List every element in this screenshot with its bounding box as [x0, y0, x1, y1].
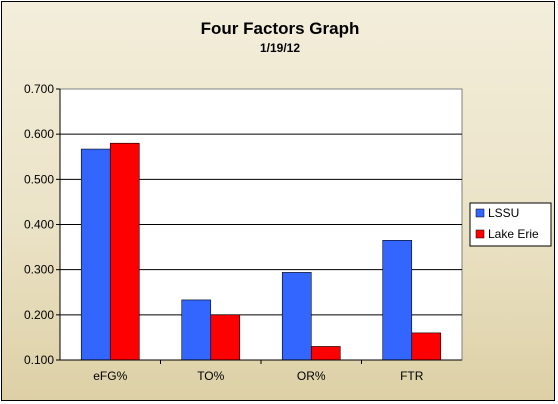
y-tick-label: 0.500	[24, 172, 54, 186]
legend-swatch-lssu	[475, 208, 485, 218]
bar-lake-erie-or	[310, 346, 341, 361]
y-tick-label: 0.700	[24, 82, 54, 96]
x-tick-label: OR%	[297, 369, 326, 383]
bar-lake-erie-ftr	[411, 332, 442, 361]
bar-lssu-ftr	[382, 240, 413, 361]
legend-label-lake-erie: Lake Erie	[488, 227, 539, 241]
chart-title: Four Factors Graph	[201, 19, 360, 38]
bars	[80, 142, 442, 361]
y-tick-label: 0.200	[24, 308, 54, 322]
bar-lake-erie-efg	[109, 142, 140, 361]
bar-lssu-to	[181, 299, 212, 361]
y-axis: 0.100 0.200 0.300 0.400 0.500 0.600 0.700	[24, 82, 61, 367]
chart-subtitle: 1/19/12	[260, 41, 300, 55]
x-axis: eFG% TO% OR% FTR	[60, 359, 462, 383]
x-tick-label: FTR	[400, 369, 424, 383]
y-tick-label: 0.300	[24, 263, 54, 277]
bar-lake-erie-to	[210, 314, 241, 361]
bar-lssu-or	[281, 272, 312, 361]
x-tick-label: TO%	[197, 369, 224, 383]
x-tick-label: eFG%	[93, 369, 127, 383]
legend-label-lssu: LSSU	[488, 206, 519, 220]
y-tick-label: 0.100	[24, 353, 54, 367]
legend-swatch-lake-erie	[475, 229, 485, 239]
y-tick-label: 0.400	[24, 218, 54, 232]
legend: LSSU Lake Erie	[469, 202, 552, 247]
y-tick-label: 0.600	[24, 127, 54, 141]
bar-lssu-efg	[80, 148, 111, 361]
